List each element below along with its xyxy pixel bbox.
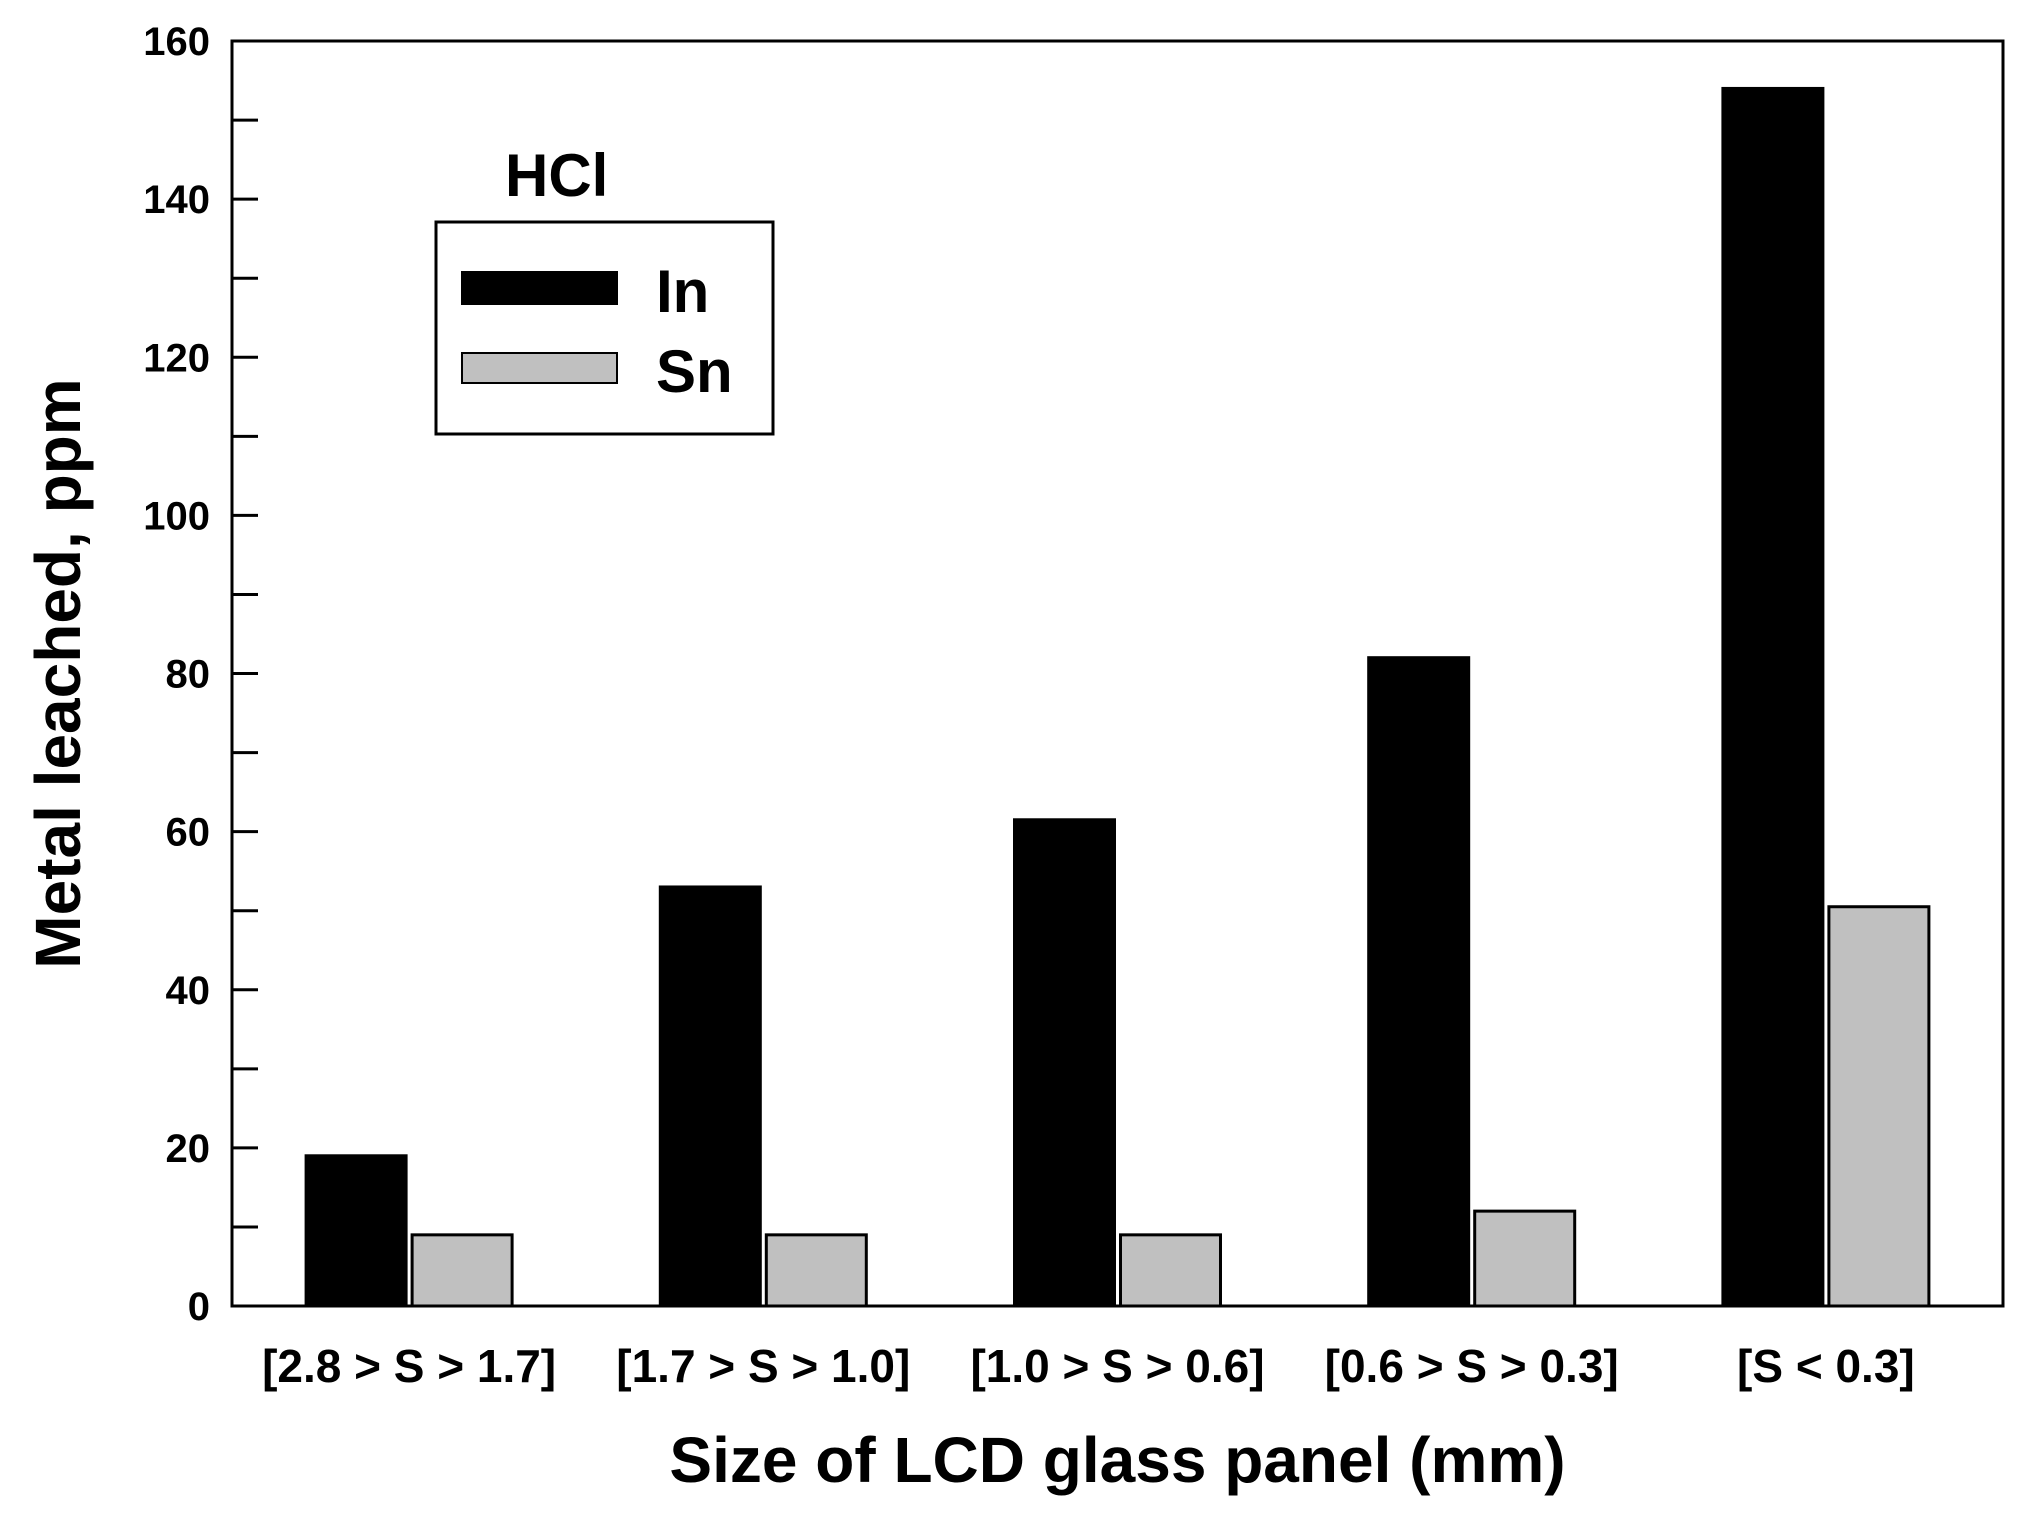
bar-in	[1367, 656, 1471, 1308]
legend-swatch-sn	[461, 352, 618, 384]
x-category-label: [1.0 > S > 0.6]	[970, 1340, 1264, 1392]
y-tick-label: 100	[143, 494, 210, 538]
legend-box	[434, 220, 775, 436]
x-category-label: [1.7 > S > 1.0]	[616, 1340, 910, 1392]
y-tick-label: 80	[166, 653, 211, 697]
y-tick-label: 60	[166, 811, 211, 855]
x-category-label: [2.8 > S > 1.7]	[262, 1340, 556, 1392]
legend: HCl In Sn	[434, 142, 775, 436]
bars-group	[304, 86, 1931, 1308]
legend-label-sn: Sn	[656, 338, 733, 405]
y-tick-label: 40	[166, 969, 211, 1013]
bar-sn	[410, 1233, 514, 1308]
x-axis-title: Size of LCD glass panel (mm)	[669, 1424, 1565, 1496]
bar-in	[304, 1154, 408, 1308]
bar-in	[658, 885, 762, 1308]
x-category-label: [S < 0.3]	[1737, 1340, 1915, 1392]
y-tick-label: 140	[143, 178, 210, 222]
y-tick-label: 0	[188, 1285, 210, 1329]
y-tick-label: 120	[143, 336, 210, 380]
bar-sn	[1473, 1209, 1577, 1308]
x-axis-category-labels: [2.8 > S > 1.7] [1.7 > S > 1.0] [1.0 > S >…	[262, 1340, 1915, 1392]
bar-in	[1721, 86, 1825, 1308]
bar-sn	[1119, 1233, 1222, 1308]
y-axis-title: Metal leached, ppm	[22, 378, 94, 968]
bar-sn	[1827, 905, 1931, 1308]
x-category-label: [0.6 > S > 0.3]	[1325, 1340, 1619, 1392]
y-tick-label: 160	[143, 20, 210, 64]
legend-label-in: In	[656, 258, 709, 325]
bar-sn	[764, 1233, 868, 1308]
y-axis-ticks: 0 20 40 60 80 100 120 140 160	[143, 20, 258, 1329]
bar-in	[1013, 818, 1116, 1308]
legend-swatch-in	[461, 271, 618, 305]
y-tick-label: 20	[166, 1127, 211, 1171]
legend-title: HCl	[505, 142, 608, 209]
